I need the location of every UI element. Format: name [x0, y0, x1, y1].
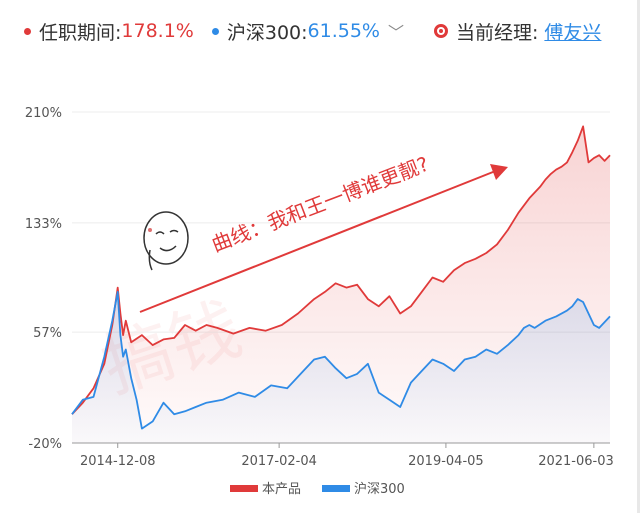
performance-chart: 搞钱 210%133%57%-20% 2014-12-082017-02-042…	[25, 106, 614, 497]
legend-label-index: 沪深300	[354, 481, 405, 497]
x-tick-label: 2017-02-04	[241, 454, 317, 469]
index-value: 61.55%	[307, 20, 380, 42]
chart-legend: 本产品 沪深300	[230, 481, 405, 497]
chevron-down-icon[interactable]: ﹀	[387, 23, 404, 42]
smirk-face-icon	[143, 211, 189, 271]
arrow-head	[490, 164, 508, 180]
x-tick-label: 2021-06-03	[538, 454, 614, 469]
index-label: 沪深300:	[226, 21, 308, 44]
series-lines	[71, 125, 611, 430]
summary-header: 任职期间: 178.1% 沪深300: 61.55% ﹀ 当前经理: 傅友兴	[0, 0, 640, 62]
series-area-index	[72, 291, 610, 443]
index-return-selector[interactable]: 沪深300: 61.55% ﹀	[211, 18, 404, 45]
y-tick-label: 133%	[25, 217, 62, 232]
tenure-return: 任职期间: 178.1%	[24, 18, 194, 45]
legend-label-product: 本产品	[262, 482, 301, 497]
scrollbar-track[interactable]	[637, 0, 640, 513]
target-icon	[434, 24, 448, 38]
tenure-value: 178.1%	[121, 20, 194, 42]
tenure-dot	[24, 27, 31, 35]
current-manager: 当前经理: 傅友兴	[434, 18, 601, 45]
legend-swatch-index	[322, 485, 350, 492]
y-tick-label: 57%	[33, 326, 62, 341]
y-axis-labels: 210% 133% 57% -20%	[25, 106, 62, 452]
x-tick-label: 2014-12-08	[80, 454, 156, 469]
manager-name-link[interactable]: 傅友兴	[544, 21, 602, 44]
y-tick-label: 210%	[25, 106, 62, 121]
manager-label: 当前经理:	[456, 21, 539, 44]
annotation-arrow	[139, 169, 499, 313]
y-tick-label: -20%	[28, 437, 62, 452]
tenure-label: 任职期间:	[39, 21, 122, 44]
legend-swatch-product	[230, 485, 258, 492]
series-line-index	[71, 291, 611, 430]
x-tick-label: 2019-04-05	[408, 454, 484, 469]
series-line-product	[71, 125, 611, 415]
x-axis-labels: 2014-12-08 2017-02-04 2019-04-05 2021-06-03	[80, 443, 614, 469]
series-areas	[72, 126, 610, 444]
index-dot	[211, 27, 219, 35]
